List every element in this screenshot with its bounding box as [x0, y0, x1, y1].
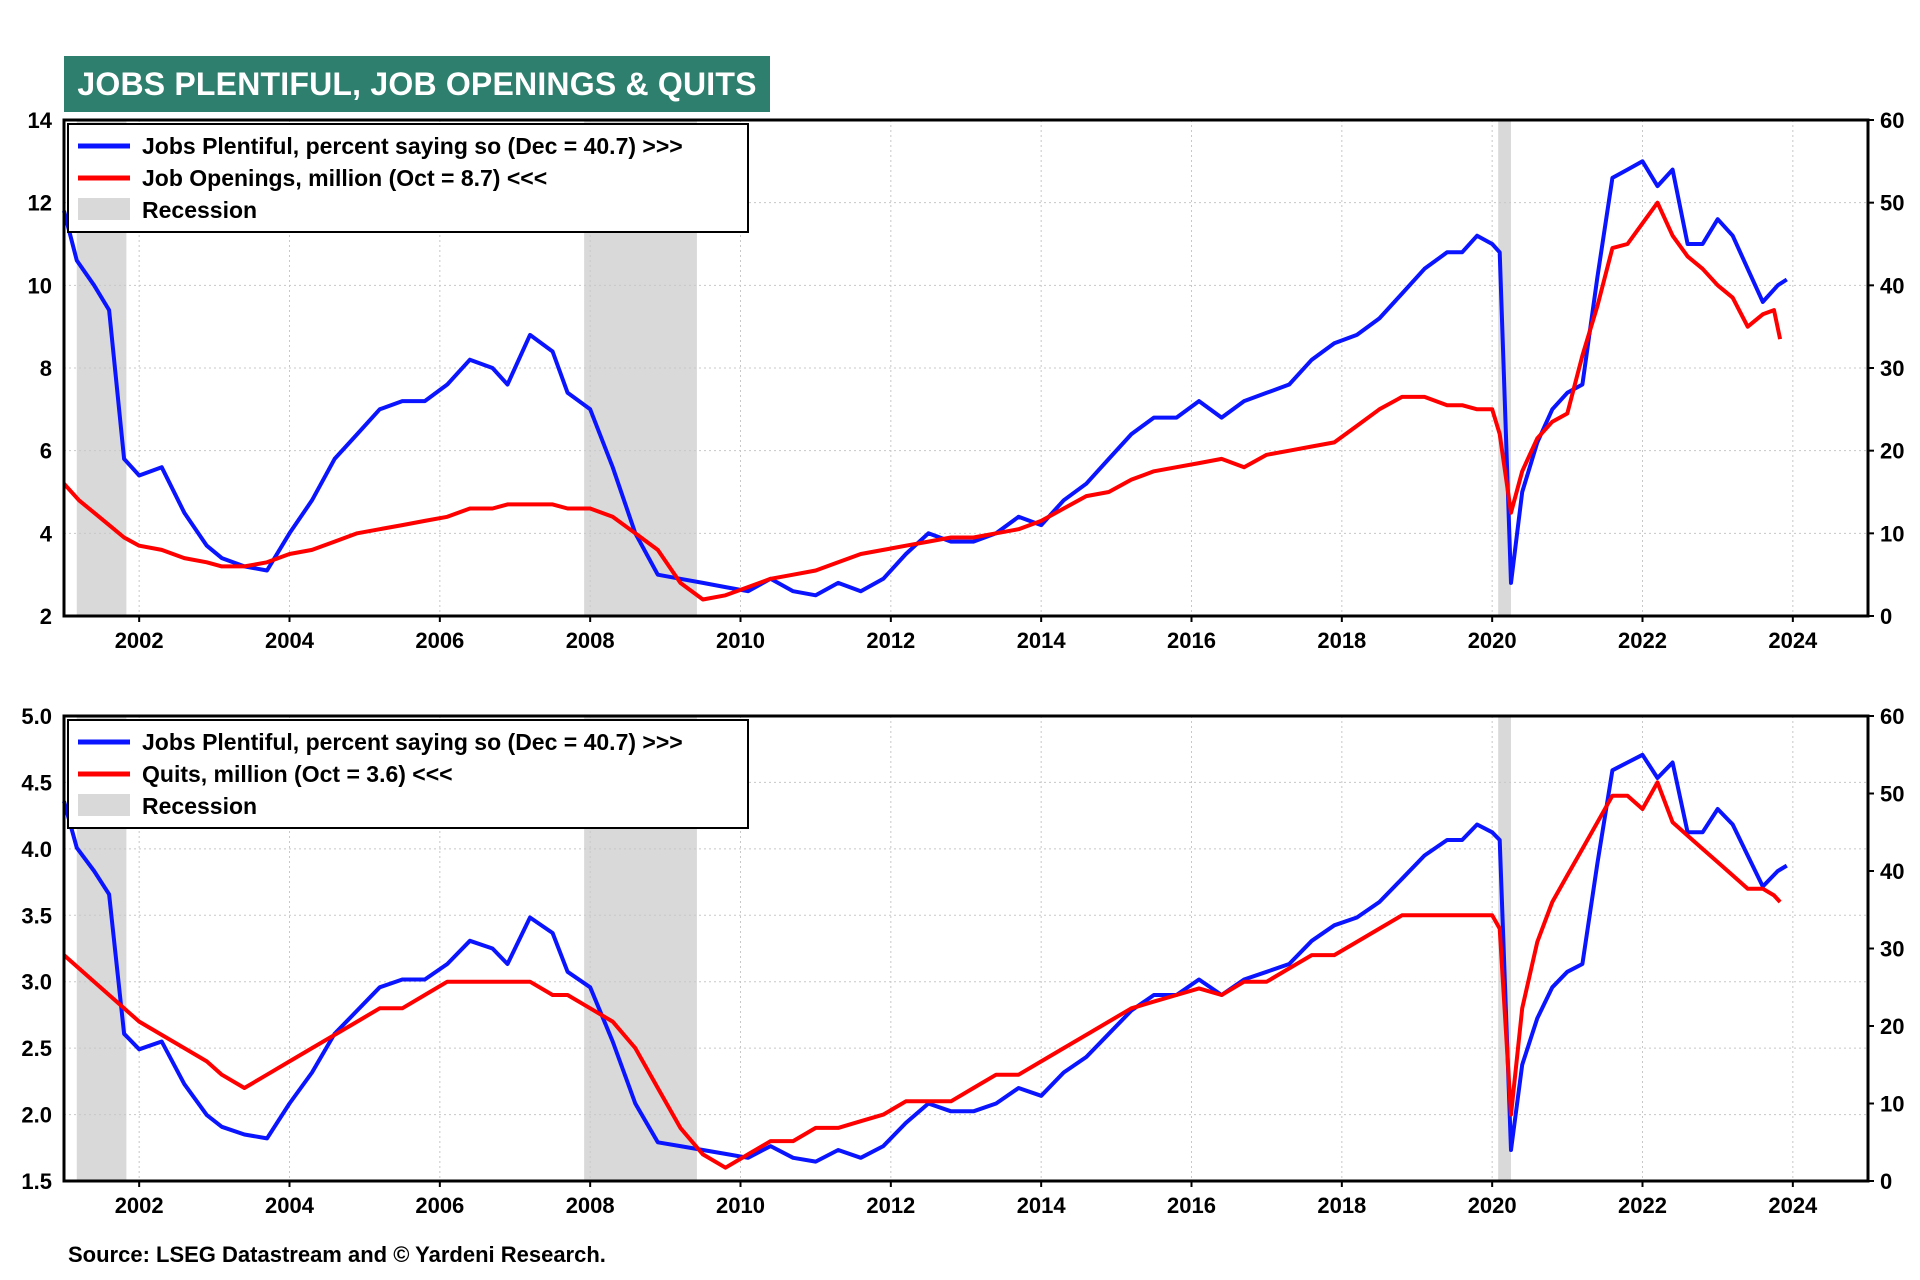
left-tick-label: 3.5 [21, 903, 52, 928]
right-tick-label: 50 [1880, 191, 1904, 216]
right-tick-label: 0 [1880, 604, 1892, 629]
x-tick-label: 2016 [1167, 1193, 1216, 1218]
x-tick-label: 2012 [866, 1193, 915, 1218]
right-tick-label: 30 [1880, 937, 1904, 962]
right-tick-label: 60 [1880, 108, 1904, 133]
x-tick-label: 2004 [265, 628, 315, 653]
source-note: Source: LSEG Datastream and © Yardeni Re… [68, 1242, 606, 1267]
plot-frame [62, 118, 1870, 618]
left-tick-label: 4.5 [21, 770, 52, 795]
x-tick-label: 2020 [1468, 1193, 1517, 1218]
legend-label: Job Openings, million (Oct = 8.7) <<< [142, 165, 547, 191]
left-tick-label: 1.5 [21, 1169, 52, 1194]
x-tick-label: 2002 [115, 628, 164, 653]
right-tick-label: 60 [1880, 704, 1904, 729]
legend-label: Jobs Plentiful, percent saying so (Dec =… [142, 729, 683, 755]
plot-frame [62, 714, 1870, 1183]
bottom-panel-quits: 2002 2004 2006 2008 2010 2012 2014 2016 2018 2020… [21, 704, 1904, 1218]
left-tick-label: 2 [40, 604, 52, 629]
left-tick-label: 4 [40, 521, 53, 546]
right-tick-label: 40 [1880, 859, 1904, 884]
right-tick-label: 50 [1880, 782, 1904, 807]
x-tick-label: 2018 [1317, 628, 1366, 653]
left-tick-label: 10 [28, 273, 52, 298]
x-tick-label: 2012 [866, 628, 915, 653]
legend-recession-swatch [78, 794, 130, 816]
jobs-plentiful-line [62, 752, 1788, 1164]
x-tick-label: 2010 [716, 1193, 765, 1218]
legend-label: Quits, million (Oct = 3.6) <<< [142, 761, 453, 787]
quits-line [62, 780, 1782, 1170]
x-tick-label: 2018 [1317, 1193, 1366, 1218]
x-tick-label: 2014 [1017, 1193, 1067, 1218]
x-tick-label: 2008 [566, 1193, 615, 1218]
legend-label: Jobs Plentiful, percent saying so (Dec =… [142, 133, 683, 159]
left-tick-label: 12 [28, 191, 52, 216]
right-tick-label: 40 [1880, 273, 1904, 298]
x-tick-label: 2006 [415, 628, 464, 653]
top-panel-job-openings: 2002 2004 2006 2008 2010 2012 2014 2016 2018 2020… [28, 108, 1905, 653]
legend-label: Recession [142, 197, 257, 223]
x-tick-label: 2020 [1468, 628, 1517, 653]
x-tick-label: 2022 [1618, 1193, 1667, 1218]
legend-box [67, 719, 749, 829]
left-tick-label: 4.0 [21, 837, 52, 862]
legend-label: Recession [142, 793, 257, 819]
left-tick-label: 8 [40, 356, 52, 381]
right-tick-label: 30 [1880, 356, 1904, 381]
x-tick-label: 2010 [716, 628, 765, 653]
chart-title: JOBS PLENTIFUL, JOB OPENINGS & QUITS [64, 56, 770, 112]
job-openings-line [62, 200, 1783, 602]
x-tick-label: 2002 [115, 1193, 164, 1218]
x-tick-label: 2024 [1768, 1193, 1818, 1218]
left-tick-label: 2.0 [21, 1103, 52, 1128]
left-tick-label: 6 [40, 439, 52, 464]
left-tick-label: 2.5 [21, 1036, 52, 1061]
right-tick-label: 20 [1880, 439, 1904, 464]
left-tick-label: 14 [28, 108, 53, 133]
left-tick-label: 5.0 [21, 704, 52, 729]
x-tick-label: 2024 [1768, 628, 1818, 653]
x-tick-label: 2006 [415, 1193, 464, 1218]
x-tick-label: 2014 [1017, 628, 1067, 653]
left-tick-label: 3.0 [21, 970, 52, 995]
x-tick-label: 2022 [1618, 628, 1667, 653]
x-tick-label: 2004 [265, 1193, 315, 1218]
right-tick-label: 20 [1880, 1014, 1904, 1039]
legend-recession-swatch [78, 198, 130, 220]
x-tick-label: 2008 [566, 628, 615, 653]
x-tick-label: 2016 [1167, 628, 1216, 653]
right-tick-label: 10 [1880, 1092, 1904, 1117]
right-tick-label: 10 [1880, 521, 1904, 546]
right-tick-label: 0 [1880, 1169, 1892, 1194]
legend-box [67, 123, 749, 233]
